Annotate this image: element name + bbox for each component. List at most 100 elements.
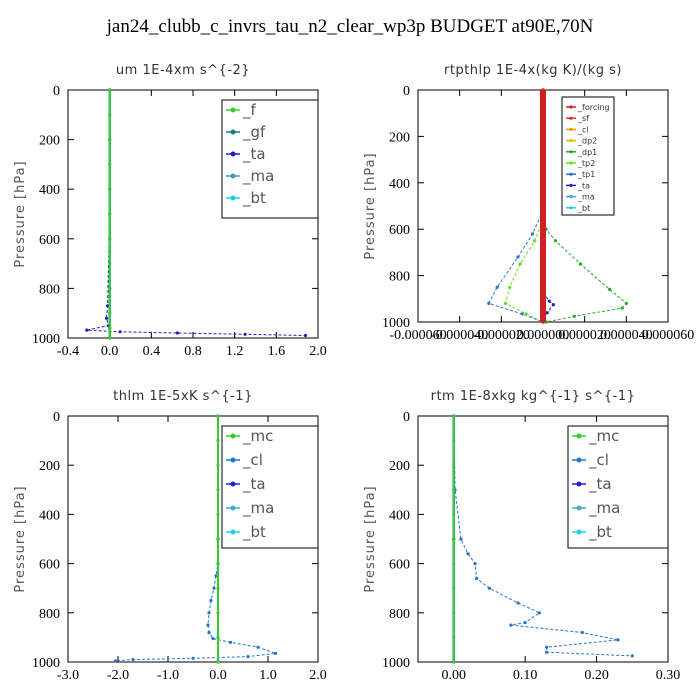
panel-title: rtpthlp 1E-4x(kg K)/(kg s) — [444, 63, 622, 78]
data-point — [256, 645, 260, 649]
data-point — [216, 414, 220, 418]
x-tick-label: -0.000020 — [473, 328, 530, 343]
x-tick-label: 0.20 — [584, 668, 609, 683]
data-point — [452, 414, 456, 418]
data-point — [108, 311, 112, 315]
data-point — [551, 303, 556, 307]
panel-rtpthlp: rtpthlp 1E-4x(kg K)/(kg s) Pressure [hPa]… — [363, 63, 694, 343]
y-tick-label: 400 — [39, 508, 60, 523]
data-point — [508, 285, 512, 289]
x-tick-label: 0.0 — [101, 344, 119, 359]
x-tick-label: 0.4 — [143, 344, 161, 359]
data-point — [533, 239, 537, 243]
legend-marker — [230, 151, 236, 157]
x-tick-label: 0.00 — [441, 668, 466, 683]
data-point — [541, 320, 545, 324]
data-point — [524, 312, 528, 316]
data-point — [216, 488, 220, 492]
legend-label: _mc — [242, 427, 273, 446]
data-point — [452, 562, 456, 566]
data-point — [495, 285, 499, 289]
legend-box — [221, 99, 319, 219]
data-point — [531, 232, 535, 236]
panel-title: thlm 1E-5xK s^{-1} — [113, 389, 253, 404]
legend-label: _mc — [588, 427, 619, 446]
data-point — [630, 654, 634, 658]
data-point — [216, 611, 220, 615]
data-point — [209, 598, 213, 603]
data-point — [547, 299, 551, 303]
x-tick-label: -3.0 — [57, 668, 79, 683]
data-point — [246, 655, 250, 659]
x-tick-label: 0.0 — [209, 668, 227, 683]
data-point — [113, 659, 118, 663]
legend-label: _ta — [242, 145, 266, 164]
y-tick-label: 1000 — [32, 332, 60, 347]
legend-marker — [230, 457, 236, 463]
legend-label: _ta — [588, 475, 612, 494]
series-line-tp2 — [504, 219, 544, 323]
y-tick-label: 200 — [389, 130, 410, 145]
legend-marker — [569, 105, 573, 109]
legend-marker — [576, 481, 582, 487]
data-point — [211, 637, 215, 641]
data-point — [207, 611, 211, 615]
legend-label: _gf — [242, 123, 266, 142]
legend-label: _ta — [242, 475, 266, 494]
series-line-dp1 — [542, 217, 628, 323]
legend-marker — [230, 505, 236, 511]
legend-label: _cl — [577, 125, 589, 134]
data-point — [216, 586, 220, 590]
y-tick-label: 800 — [389, 607, 410, 622]
panel-rtm: rtm 1E-8xkg kg^{-1} s^{-1} Pressure [hPa]… — [363, 389, 680, 683]
data-point — [487, 301, 491, 305]
data-point — [216, 463, 220, 467]
data-point — [466, 552, 470, 556]
legend-label: _dp1 — [577, 148, 597, 157]
legend-marker — [230, 195, 236, 201]
data-point — [216, 562, 220, 566]
legend-label: _tp2 — [577, 159, 595, 168]
legend-marker — [230, 129, 236, 135]
data-point — [608, 287, 612, 292]
data-point — [216, 512, 220, 517]
y-tick-label: 1000 — [382, 656, 410, 671]
y-tick-label: 0 — [403, 84, 410, 99]
data-point — [541, 134, 545, 138]
data-point — [523, 621, 527, 625]
legend-label: _forcing — [577, 103, 610, 112]
data-point — [516, 255, 520, 259]
legend-label: _ta — [577, 181, 590, 190]
legend-label: _bt — [242, 523, 266, 542]
data-point — [616, 638, 620, 642]
y-tick-label: 800 — [39, 607, 60, 622]
data-point — [572, 314, 576, 318]
panel-um: um 1E-4xm s^{-2} Pressure [hPa] 0 200 400 600… — [13, 63, 327, 359]
data-point — [228, 640, 233, 644]
legend-label: _ma — [242, 499, 274, 518]
data-point — [545, 311, 549, 315]
panel-title: um 1E-4xm s^{-2} — [116, 63, 250, 78]
legend-label: _dp2 — [577, 137, 597, 146]
x-tick-label: 0.10 — [513, 668, 538, 683]
data-point — [108, 262, 112, 266]
y-tick-label: 600 — [389, 558, 410, 573]
y-tick-label: 200 — [39, 459, 60, 474]
x-tick-label: 0.30 — [656, 668, 681, 683]
y-tick-label: 800 — [39, 282, 60, 297]
data-point — [541, 88, 545, 92]
x-tick-label: -0.4 — [57, 344, 79, 359]
y-tick-label: 1000 — [32, 656, 60, 671]
data-point — [108, 113, 112, 117]
data-point — [303, 333, 308, 338]
data-point — [452, 488, 456, 492]
panel-thlm: thlm 1E-5xK s^{-1} Pressure [hPa] 0 200 400 6… — [13, 389, 327, 683]
data-point — [452, 512, 456, 517]
y-tick-label: 400 — [39, 183, 60, 198]
data-point — [553, 239, 558, 243]
y-axis-label: Pressure [hPa] — [363, 485, 378, 592]
x-tick-label: -0.000040 — [431, 328, 488, 343]
x-tick-label: 0.000020 — [558, 328, 611, 343]
y-axis-label: Pressure [hPa] — [13, 160, 28, 267]
data-point — [207, 630, 211, 635]
